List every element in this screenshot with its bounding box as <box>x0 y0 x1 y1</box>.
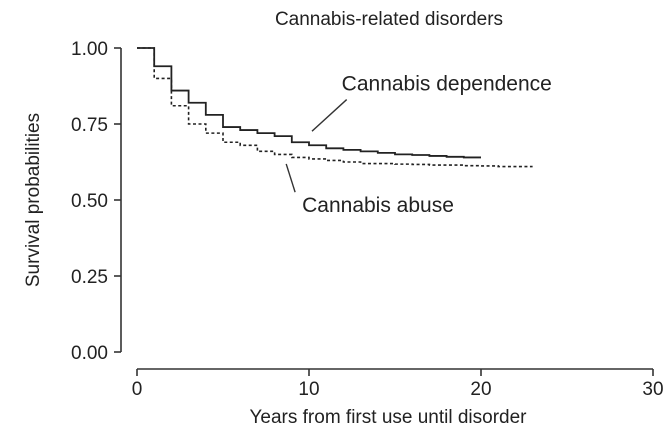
annotation-leader-cannabis-dependence <box>311 99 348 132</box>
series-layer <box>137 47 533 168</box>
series-line-cannabis-dependence <box>137 47 481 159</box>
y-axis-label: Survival probabilities <box>23 113 44 287</box>
y-tick-label: 1.00 <box>71 39 108 60</box>
annotation-layer: Cannabis dependence Cannabis abuse <box>285 73 552 217</box>
y-tick-label: 0.50 <box>71 191 108 212</box>
annotation-leader-cannabis-abuse <box>285 163 296 193</box>
x-tick-label: 0 <box>132 379 143 400</box>
x-axis-label: Years from first use until disorder <box>249 407 527 428</box>
series-line-cannabis-abuse <box>137 47 533 168</box>
x-tick-label: 20 <box>470 379 491 400</box>
y-tick-label: 0.00 <box>71 343 108 364</box>
axes: 0.00 0.25 0.50 0.75 1.00 0 10 20 30 <box>71 39 664 400</box>
y-tick-label: 0.25 <box>71 267 108 288</box>
x-tick-label: 10 <box>298 379 319 400</box>
annotation-cannabis-abuse: Cannabis abuse <box>302 194 454 217</box>
y-tick-label: 0.75 <box>71 115 108 136</box>
x-tick-label: 30 <box>642 379 663 400</box>
chart-title: Cannabis-related disorders <box>275 9 503 30</box>
annotation-cannabis-dependence: Cannabis dependence <box>342 73 552 96</box>
